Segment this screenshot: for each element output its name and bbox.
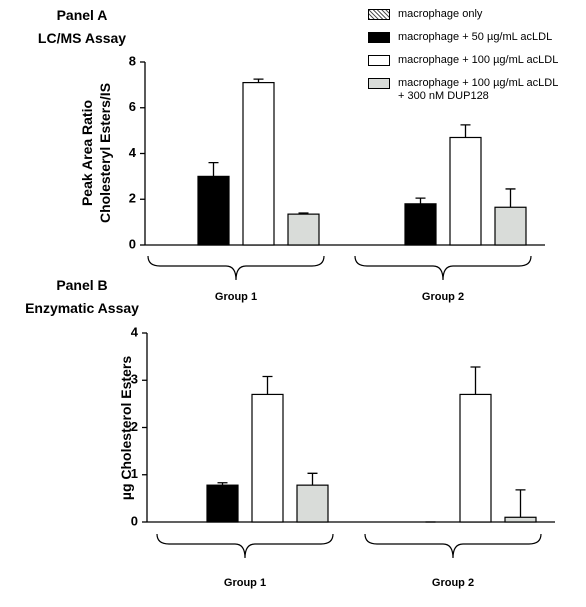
bar: [242, 81, 275, 246]
x-tick-label: Group 1: [224, 577, 266, 589]
y-tick-label: 2: [131, 419, 138, 434]
legend-swatch: [368, 55, 390, 66]
x-tick-label: Group 2: [432, 577, 474, 589]
y-tick-label: 4: [129, 145, 137, 160]
x-tick-label: Group 2: [422, 291, 464, 303]
y-tick-label: 0: [129, 236, 136, 251]
error-bar: [298, 212, 309, 215]
bar: [504, 516, 537, 523]
y-tick-label: 2: [129, 191, 136, 206]
legend-label: macrophage + 100 µg/mL acLDL: [398, 54, 559, 66]
legend-entry: macrophage only: [368, 8, 558, 32]
error-bar: [415, 197, 426, 204]
y-tick-label: 4: [131, 324, 139, 339]
bar: [494, 206, 527, 246]
legend-label: macrophage + 100 µg/mL acLDL + 300 nM DU…: [398, 77, 559, 102]
group-brace: [364, 533, 542, 559]
y-tick-label: 0: [131, 513, 138, 528]
error-bar: [505, 188, 516, 208]
legend-label: macrophage + 50 µg/mL acLDL: [398, 31, 553, 43]
bar: [296, 484, 329, 523]
error-bar: [515, 489, 526, 518]
bar: [459, 393, 492, 523]
bar: [251, 393, 284, 523]
legend-entry: macrophage + 100 µg/mL acLDL + 300 nM DU…: [368, 77, 559, 102]
legend-entry: macrophage + 50 µg/mL acLDL: [368, 31, 558, 55]
error-bar: [460, 124, 471, 138]
group-brace: [156, 533, 334, 559]
error-bar: [208, 162, 219, 177]
error-bar: [262, 375, 273, 395]
bar: [287, 213, 320, 246]
y-axis-label: µg Cholesterol Esters: [118, 355, 134, 501]
legend: macrophage only macrophage + 50 µg/mL acL…: [368, 8, 559, 102]
bar: [197, 175, 230, 246]
group-brace: [147, 255, 325, 281]
legend-swatch: [368, 78, 390, 89]
y-tick-label: 1: [131, 466, 138, 481]
legend-label: macrophage only: [398, 8, 483, 20]
panel-title: Panel A LC/MS Assay: [37, 7, 127, 46]
error-bar: [217, 482, 228, 486]
x-tick-label: Group 1: [215, 291, 257, 303]
group-brace: [354, 255, 532, 281]
y-tick-label: 6: [129, 99, 136, 114]
y-tick-label: 8: [129, 53, 136, 68]
legend-swatch: [368, 32, 390, 43]
y-tick-label: 3: [131, 372, 138, 387]
error-bar: [470, 366, 481, 395]
error-bar: [307, 472, 318, 486]
bar: [404, 203, 437, 246]
bar: [206, 484, 239, 523]
bar: [449, 136, 482, 246]
legend-entry: macrophage + 100 µg/mL acLDL: [368, 54, 559, 78]
y-axis-label: Peak Area Ratio Cholesteryl Esters/IS: [79, 82, 113, 224]
panel-title: Panel B Enzymatic Assay: [25, 277, 139, 316]
error-bar: [253, 78, 264, 83]
legend-swatch: [368, 9, 390, 20]
